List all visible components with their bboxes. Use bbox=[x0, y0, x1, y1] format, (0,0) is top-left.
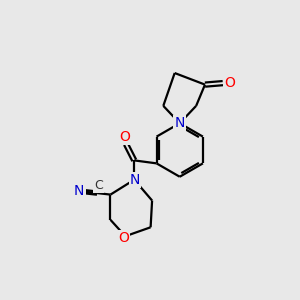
Text: C: C bbox=[94, 179, 103, 192]
Text: O: O bbox=[224, 76, 235, 90]
Text: N: N bbox=[130, 173, 140, 187]
Text: O: O bbox=[118, 231, 129, 245]
Text: O: O bbox=[119, 130, 130, 144]
Text: N: N bbox=[74, 184, 85, 198]
Text: N: N bbox=[175, 116, 185, 130]
